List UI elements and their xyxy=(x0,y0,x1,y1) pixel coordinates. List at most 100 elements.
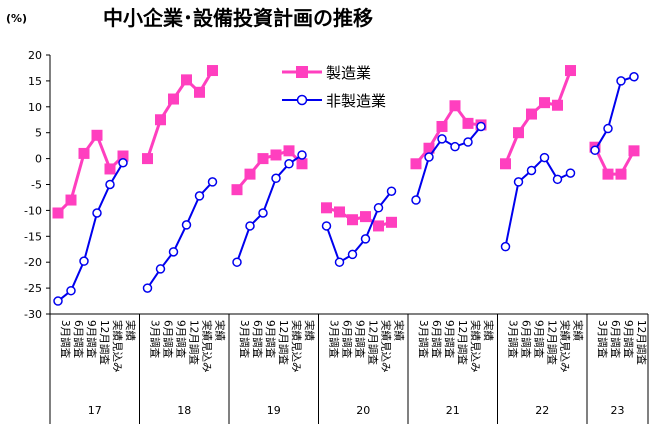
data-point xyxy=(270,149,282,161)
category-label: 6月調査 xyxy=(72,320,85,359)
data-point xyxy=(462,117,474,129)
data-point xyxy=(616,76,626,86)
data-point xyxy=(603,123,613,134)
data-point xyxy=(232,257,242,267)
data-point xyxy=(65,194,77,206)
category-label: 実績見込み xyxy=(290,320,303,373)
data-point xyxy=(628,145,640,157)
data-point xyxy=(321,221,332,231)
category-label: 実績見込み xyxy=(469,320,482,373)
data-point xyxy=(513,177,524,187)
data-point xyxy=(552,174,563,185)
data-point xyxy=(565,65,576,77)
category-label: 6月調査 xyxy=(251,320,264,359)
data-point xyxy=(476,121,486,132)
data-point xyxy=(449,100,461,112)
data-point xyxy=(142,153,153,165)
data-point xyxy=(207,65,218,77)
data-point xyxy=(334,206,345,218)
category-label: 3月調査 xyxy=(507,320,520,359)
category-label: 3月調査 xyxy=(417,320,430,359)
data-point xyxy=(181,220,192,230)
category-label: 実績 xyxy=(482,320,495,341)
data-point xyxy=(386,186,397,196)
category-label: 3月調査 xyxy=(238,320,251,359)
data-point xyxy=(437,134,447,144)
category-label: 実績見込み xyxy=(559,320,572,373)
legend-label: 製造業 xyxy=(326,64,371,82)
year-label: 17 xyxy=(88,404,102,417)
data-point xyxy=(168,93,179,105)
category-label: 12月調査 xyxy=(546,320,559,365)
data-point xyxy=(66,285,76,296)
data-point xyxy=(436,120,448,132)
year-label: 18 xyxy=(177,404,191,417)
category-label: 実績 xyxy=(572,320,585,341)
year-label: 20 xyxy=(356,404,370,417)
y-tick-label: -10 xyxy=(24,204,42,217)
category-label: 6月調査 xyxy=(341,320,354,359)
category-label: 9月調査 xyxy=(533,320,546,359)
series-manufacturing xyxy=(52,65,640,232)
data-point xyxy=(360,211,371,223)
category-label: 9月調査 xyxy=(264,320,277,359)
chart-title: 中小企業･設備投資計画の推移 xyxy=(103,6,373,30)
category-label: 6月調査 xyxy=(520,320,533,359)
year-label: 21 xyxy=(446,404,460,417)
data-point xyxy=(92,208,102,218)
category-label: 実績見込み xyxy=(380,320,393,373)
data-point xyxy=(463,137,473,147)
data-point xyxy=(142,283,153,293)
data-point xyxy=(321,202,332,214)
data-point xyxy=(297,150,307,160)
unit-label: (%) xyxy=(6,12,27,25)
category-label: 12月調査 xyxy=(635,320,648,365)
data-point xyxy=(373,220,384,232)
data-point xyxy=(373,203,384,213)
category-label: 実績 xyxy=(124,320,137,341)
data-point xyxy=(105,179,115,190)
data-point xyxy=(271,173,281,184)
category-label: 12月調査 xyxy=(367,320,380,365)
data-point xyxy=(231,184,243,196)
category-label: 9月調査 xyxy=(85,320,98,359)
series-line xyxy=(504,70,572,165)
data-point xyxy=(194,191,205,201)
data-point xyxy=(411,195,421,205)
data-point xyxy=(539,97,550,109)
y-tick-label: 5 xyxy=(35,127,42,140)
category-label: 実績見込み xyxy=(201,320,214,373)
legend-label: 非製造業 xyxy=(326,92,386,110)
data-point xyxy=(334,257,345,267)
category-label: 3月調査 xyxy=(149,320,162,359)
data-point xyxy=(615,168,627,180)
category-label: 12月調査 xyxy=(98,320,111,365)
data-point xyxy=(118,157,128,168)
category-label: 実績 xyxy=(393,320,406,341)
data-point xyxy=(168,247,179,257)
data-point xyxy=(79,256,89,266)
data-point xyxy=(539,152,550,163)
data-point xyxy=(244,168,256,180)
category-label: 9月調査 xyxy=(354,320,367,359)
data-point xyxy=(104,163,116,175)
series-non-manufacturing xyxy=(53,72,639,306)
data-point xyxy=(629,72,639,82)
data-point xyxy=(194,86,205,98)
y-tick-label: -30 xyxy=(24,308,42,321)
data-point xyxy=(565,168,576,178)
data-point xyxy=(347,214,358,226)
data-point xyxy=(410,158,422,170)
category-label: 12月調査 xyxy=(277,320,290,365)
data-point xyxy=(526,108,537,120)
category-label: 3月調査 xyxy=(596,320,609,359)
category-label: 6月調査 xyxy=(162,320,175,359)
category-label: 3月調査 xyxy=(328,320,341,359)
category-label: 6月調査 xyxy=(609,320,622,359)
data-point xyxy=(91,129,103,141)
year-label: 23 xyxy=(611,404,625,417)
series-line xyxy=(504,155,571,247)
